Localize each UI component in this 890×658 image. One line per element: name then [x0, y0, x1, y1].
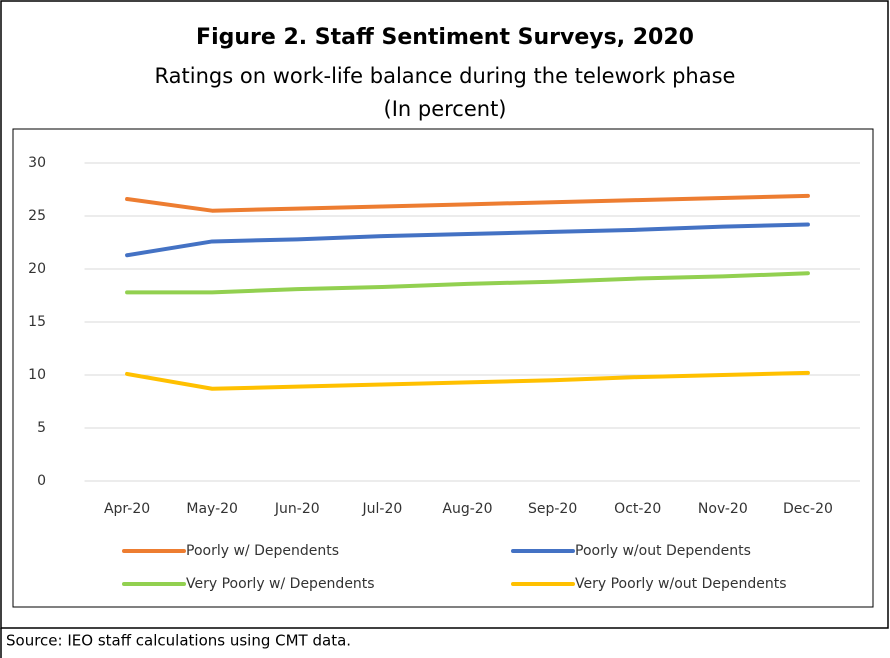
y-tick-label: 5 — [37, 420, 46, 436]
chart-subtitle: Ratings on work-life balance during the … — [155, 64, 736, 88]
x-tick-label: Jun-20 — [274, 501, 320, 517]
series-line — [125, 193, 810, 213]
series-line — [125, 370, 810, 391]
chart-title: Figure 2. Staff Sentiment Surveys, 2020 — [196, 25, 694, 50]
x-tick-label: Dec-20 — [783, 501, 833, 517]
y-tick-label: 20 — [28, 261, 46, 277]
unit-note: (In percent) — [384, 97, 507, 121]
x-tick-label: Nov-20 — [698, 501, 748, 517]
x-tick-label: Sep-20 — [528, 501, 577, 517]
x-tick-label: Apr-20 — [104, 501, 150, 517]
y-tick-label: 0 — [37, 473, 46, 489]
y-tick-label: 30 — [28, 155, 46, 171]
outer-frame — [0, 0, 889, 629]
y-tick-label: 15 — [28, 314, 46, 330]
x-tick-label: Oct-20 — [614, 501, 661, 517]
legend-label: Very Poorly w/out Dependents — [575, 576, 787, 592]
series-line — [125, 222, 810, 258]
series-line — [125, 271, 810, 295]
legend-label: Very Poorly w/ Dependents — [186, 576, 375, 592]
legend-label: Poorly w/out Dependents — [575, 543, 751, 559]
y-tick-label: 25 — [28, 208, 46, 224]
x-tick-label: May-20 — [186, 501, 238, 517]
x-tick-label: Aug-20 — [442, 501, 492, 517]
plot-frame — [12, 128, 874, 608]
x-tick-label: Jul-20 — [362, 501, 403, 517]
y-tick-label: 10 — [28, 367, 46, 383]
legend-label: Poorly w/ Dependents — [186, 543, 339, 559]
source-note: Source: IEO staff calculations using CMT… — [6, 632, 351, 650]
